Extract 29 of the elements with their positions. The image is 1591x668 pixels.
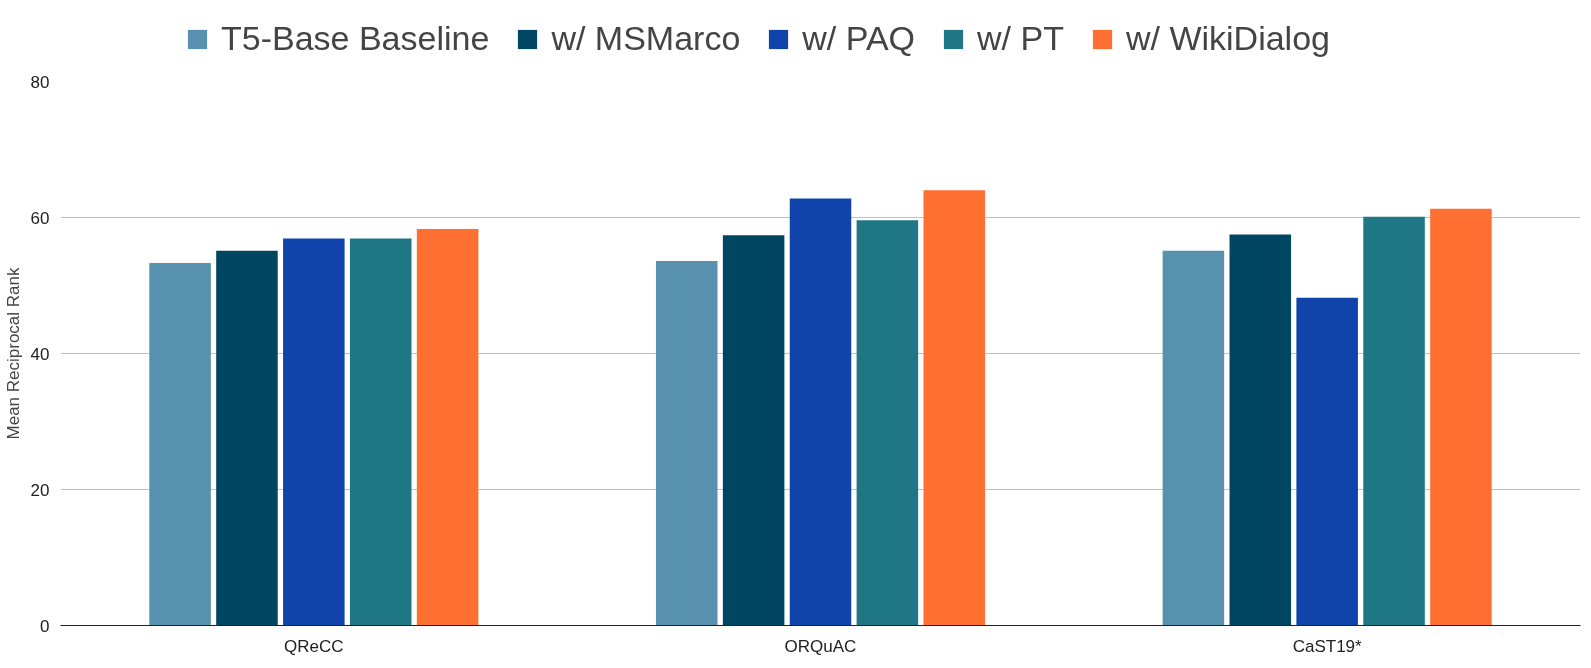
bar [722,235,785,626]
y-tick-label: 80 [30,72,50,92]
legend-label: w/ PAQ [802,19,916,58]
legend-label: w/ WikiDialog [1125,19,1330,58]
bar [923,190,986,626]
bar [655,261,718,626]
legend-label: w/ MSMarco [551,19,741,58]
bar [856,220,919,626]
bar [1162,250,1225,626]
bar [1296,297,1358,626]
bar [1430,208,1492,626]
bar [216,250,278,626]
legend-label: w/ PT [977,19,1064,58]
bar [1229,234,1292,626]
legend-label: T5-Base Baseline [221,19,490,58]
x-tick-label: ORQuAC [784,636,857,656]
y-axis-title: Mean Reciprocal Rank [3,267,23,440]
bar [283,238,345,626]
y-tick-label: 20 [30,480,50,500]
x-tick-label: CaST19* [1292,636,1363,656]
y-tick-label: 60 [30,208,50,228]
bar [1363,216,1425,626]
bar [149,263,211,626]
bar [349,238,412,626]
bar [789,198,852,626]
y-tick-label: 0 [40,616,50,636]
bar [416,229,479,626]
x-tick-label: QReCC [284,636,344,656]
y-tick-label: 40 [30,344,50,364]
